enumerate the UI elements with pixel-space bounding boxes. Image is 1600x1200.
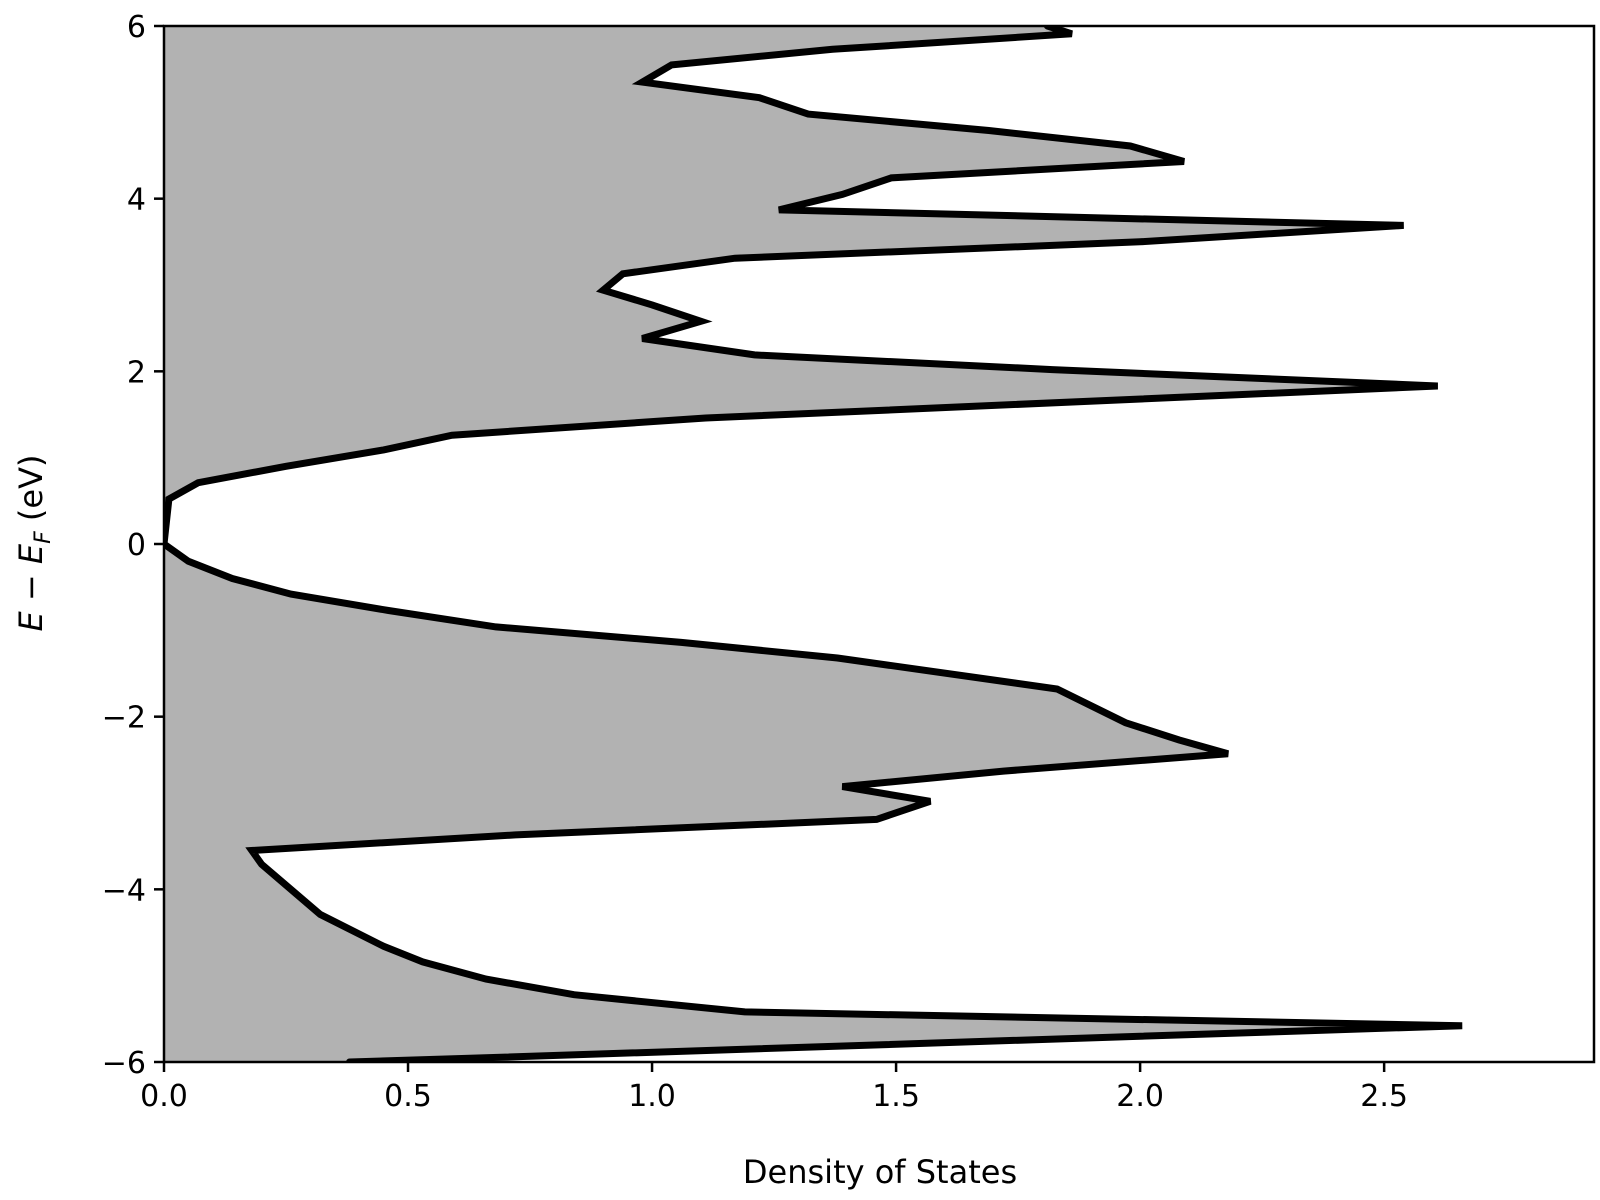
dos-line <box>164 26 1463 1062</box>
y-tick-label: −6 <box>102 1046 146 1081</box>
x-axis-label: Density of States <box>743 1153 1017 1191</box>
y-axis-label: E − EF (eV) <box>12 455 56 632</box>
x-tick-label: 2.5 <box>1360 1079 1408 1114</box>
x-tick-label: 1.0 <box>628 1079 676 1114</box>
x-tick-label: 0.0 <box>140 1079 188 1114</box>
y-tick-label: 2 <box>127 355 146 390</box>
y-label-sub: F <box>31 531 56 544</box>
y-label-e1: E <box>12 610 50 631</box>
y-label-minus: − <box>12 564 50 611</box>
dos-fill-area <box>164 26 1463 1062</box>
y-label-e2: E <box>12 543 50 564</box>
ticks: 0.0 0.5 1.0 1.5 2.0 2.5 6 4 2 0 −2 −4 −6 <box>102 10 1408 1114</box>
y-tick-label: 6 <box>127 10 146 45</box>
y-tick-label: −4 <box>102 873 146 908</box>
y-tick-label: 0 <box>127 528 146 563</box>
x-tick-label: 0.5 <box>384 1079 432 1114</box>
y-label-unit: (eV) <box>12 455 50 532</box>
x-tick-label: 2.0 <box>1116 1079 1164 1114</box>
x-tick-label: 1.5 <box>872 1079 920 1114</box>
plot-area <box>164 26 1463 1062</box>
y-tick-label: −2 <box>102 701 146 736</box>
y-tick-label: 4 <box>127 183 146 218</box>
